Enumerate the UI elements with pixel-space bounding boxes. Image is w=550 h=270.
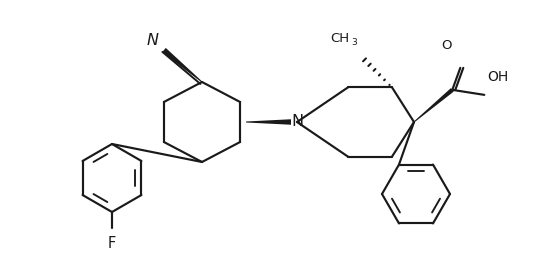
- Text: N: N: [291, 114, 303, 130]
- Polygon shape: [162, 48, 202, 82]
- Text: OH: OH: [487, 70, 508, 84]
- Text: N: N: [147, 33, 159, 48]
- Text: CH: CH: [330, 32, 349, 45]
- Polygon shape: [246, 119, 291, 125]
- Text: F: F: [108, 236, 116, 251]
- Text: 3: 3: [351, 38, 357, 47]
- Polygon shape: [414, 88, 454, 122]
- Text: O: O: [442, 39, 452, 52]
